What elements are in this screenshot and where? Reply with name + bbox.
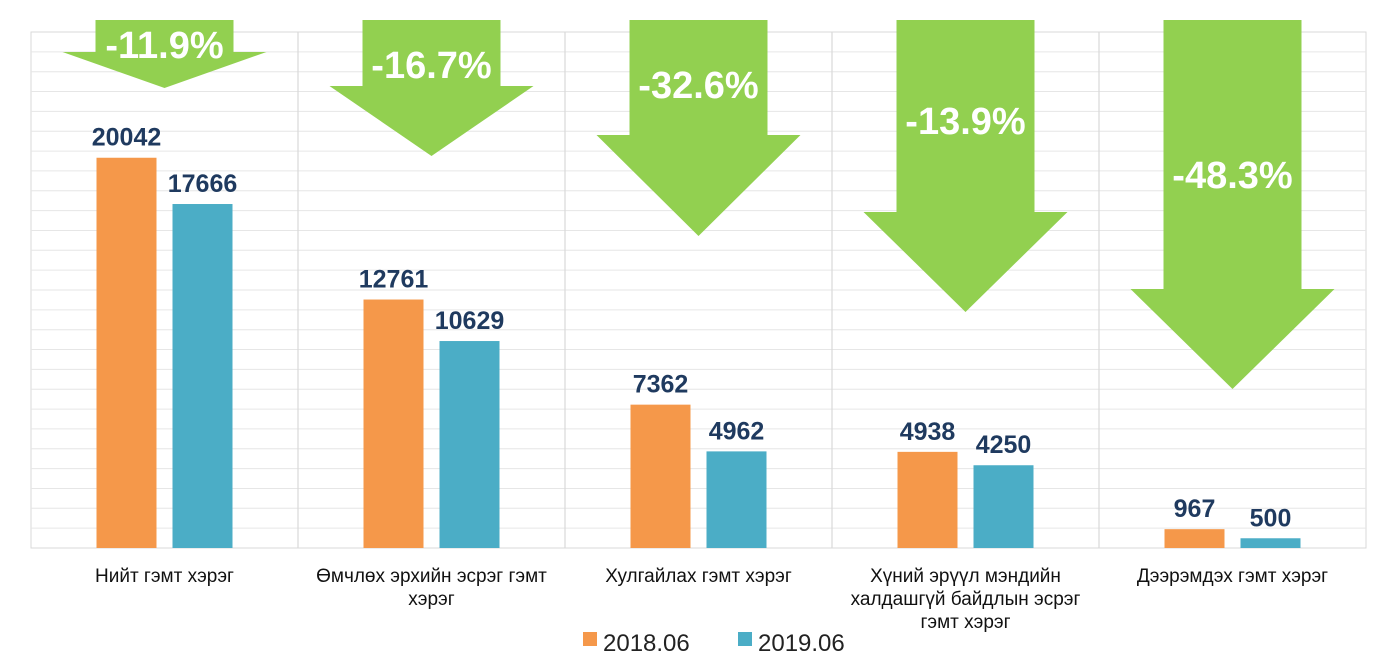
data-label: 7362 [633, 371, 689, 399]
category-label: Өмчлөх эрхийн эсрэг гэмт хэрэг [316, 566, 547, 610]
decrease-arrow [863, 20, 1068, 312]
bar [897, 451, 958, 548]
legend-swatch [738, 632, 752, 646]
category-label: Дээрэмдэх гэмт хэрэг [1137, 566, 1328, 587]
legend-swatch [583, 632, 597, 646]
category-label-line: Хулгайлах гэмт хэрэг [605, 566, 792, 587]
category-label: Хүний эрүүл мэндийн халдашгүй байдлын эср… [851, 566, 1081, 633]
bar [1240, 538, 1301, 548]
category-label-line: Хүний эрүүл мэндийн [870, 566, 1061, 587]
category-label: Хулгайлах гэмт хэрэг [605, 566, 792, 587]
legend-label: 2018.06 [603, 630, 690, 657]
category-label-line: гэмт хэрэг [920, 612, 1010, 633]
data-label: 967 [1174, 495, 1216, 523]
bar [706, 451, 767, 548]
bar [630, 404, 691, 548]
data-label: 4938 [900, 418, 956, 446]
legend-label: 2019.06 [758, 630, 845, 657]
data-label: 10629 [435, 307, 505, 335]
data-label: 500 [1250, 504, 1292, 532]
data-label: 4962 [709, 417, 765, 445]
data-label: 17666 [168, 170, 238, 198]
decrease-arrow [596, 20, 801, 236]
bar [172, 204, 233, 548]
data-label: 20042 [92, 124, 162, 152]
data-label: 12761 [359, 266, 429, 294]
bar [439, 341, 500, 548]
decrease-arrow [1130, 20, 1335, 389]
category-label-line: халдашгүй байдлын эсрэг [851, 589, 1081, 610]
category-label-line: Нийт гэмт хэрэг [95, 566, 234, 587]
bar [1164, 529, 1225, 548]
bar [973, 465, 1034, 548]
change-percent-label: -11.9% [105, 25, 223, 67]
change-percent-label: -13.9% [905, 101, 1025, 143]
decrease-arrow [329, 20, 534, 156]
category-label-line: Дээрэмдэх гэмт хэрэг [1137, 566, 1328, 587]
change-percent-label: -32.6% [638, 65, 758, 107]
category-label-line: Өмчлөх эрхийн эсрэг гэмт [316, 566, 547, 587]
decrease-arrow [62, 20, 267, 88]
change-percent-label: -48.3% [1172, 155, 1292, 197]
bar [96, 157, 157, 548]
bar [363, 299, 424, 548]
category-label-line: хэрэг [408, 589, 454, 610]
data-label: 4250 [976, 431, 1032, 459]
change-percent-label: -16.7% [371, 45, 491, 87]
category-label: Нийт гэмт хэрэг [95, 566, 234, 587]
